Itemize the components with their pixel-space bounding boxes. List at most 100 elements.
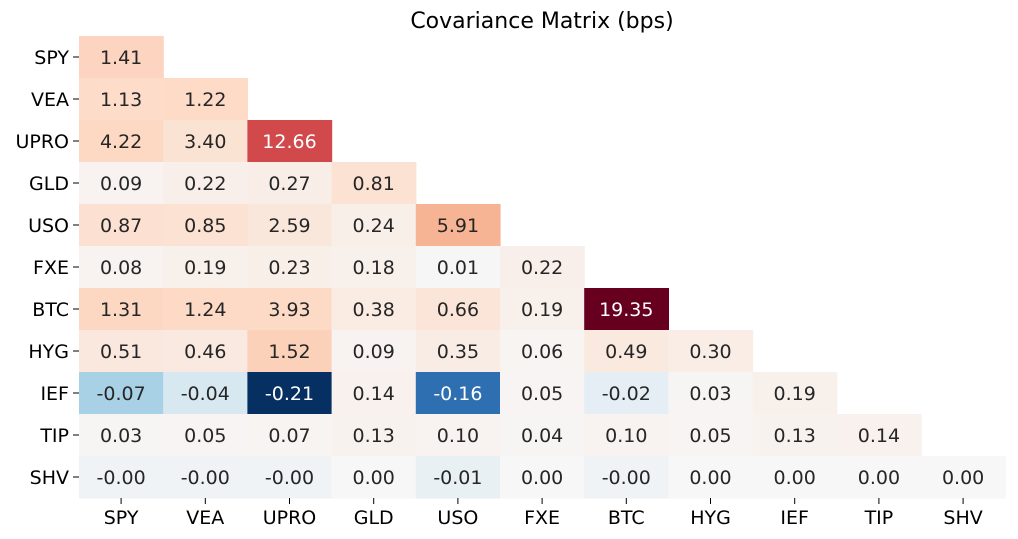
heatmap-cell-hyg-spy <box>79 330 164 373</box>
heatmap-cell-btc-gld <box>331 288 417 331</box>
cell-value-ief-upro: -0.21 <box>265 383 314 405</box>
heatmap-cell-ief-spy <box>79 372 164 415</box>
y-tick-label-vea: VEA <box>31 89 69 111</box>
heatmap-cell-btc-fxe <box>500 288 585 331</box>
cell-value-btc-btc: 19.35 <box>599 299 653 321</box>
cell-value-ief-spy: -0.07 <box>97 383 146 405</box>
cell-value-hyg-gld: 0.09 <box>353 341 395 363</box>
y-tick-label-ief: IEF <box>40 383 69 405</box>
cell-value-shv-tip: 0.00 <box>858 467 900 489</box>
heatmap-cell-btc-spy <box>79 288 164 331</box>
cell-value-ief-gld: 0.14 <box>353 383 395 405</box>
cell-value-ief-uso: -0.16 <box>433 383 482 405</box>
heatmap-cell-shv-tip <box>836 456 922 499</box>
heatmap-cell-hyg-btc <box>584 330 669 373</box>
heatmap-cell-gld-spy <box>79 162 164 205</box>
heatmap-cell-uso-upro <box>247 204 333 247</box>
cell-value-btc-upro: 3.93 <box>268 299 310 321</box>
heatmap-cell-gld-upro <box>247 162 333 205</box>
cell-value-ief-hyg: 0.03 <box>689 383 731 405</box>
cell-value-fxe-uso: 0.01 <box>437 257 479 279</box>
cell-value-tip-gld: 0.13 <box>353 425 395 447</box>
heatmap-cell-fxe-gld <box>331 246 417 289</box>
heatmap-cell-shv-ief <box>752 456 838 499</box>
heatmap-cell-shv-fxe <box>500 456 585 499</box>
heatmap-cell-uso-spy <box>79 204 164 247</box>
x-tick-label-tip: TIP <box>864 507 894 529</box>
heatmap-cell-upro-spy <box>79 120 164 163</box>
heatmap-cell-ief-gld <box>331 372 417 415</box>
cell-value-ief-btc: -0.02 <box>602 383 651 405</box>
cell-value-hyg-upro: 1.52 <box>268 341 310 363</box>
heatmap-cell-tip-upro <box>247 414 333 457</box>
heatmap-cell-hyg-fxe <box>500 330 585 373</box>
heatmap-cell-tip-spy <box>79 414 164 457</box>
heatmap-cell-tip-fxe <box>500 414 585 457</box>
x-tick-label-hyg: HYG <box>690 507 731 529</box>
cell-value-uso-gld: 0.24 <box>353 215 395 237</box>
cell-value-shv-upro: -0.00 <box>265 467 314 489</box>
heatmap-cell-hyg-upro <box>247 330 333 373</box>
heatmap-cell-shv-upro <box>247 456 333 499</box>
cell-value-shv-fxe: 0.00 <box>521 467 563 489</box>
heatmap-cell-fxe-fxe <box>500 246 585 289</box>
heatmap-cell-hyg-vea <box>163 330 248 373</box>
heatmap-cell-uso-vea <box>163 204 248 247</box>
cell-value-uso-uso: 5.91 <box>437 215 479 237</box>
heatmap-cell-btc-btc <box>584 288 669 331</box>
heatmap-cell-tip-ief <box>752 414 838 457</box>
cell-value-vea-vea: 1.22 <box>184 89 226 111</box>
heatmap-cell-shv-hyg <box>668 456 754 499</box>
heatmap-cell-shv-shv <box>921 456 1006 499</box>
heatmap-cell-shv-spy <box>79 456 164 499</box>
cell-value-btc-fxe: 0.19 <box>521 299 563 321</box>
cell-value-fxe-spy: 0.08 <box>100 257 142 279</box>
heatmap-cell-tip-vea <box>163 414 248 457</box>
heatmap-cell-ief-vea <box>163 372 248 415</box>
y-tick-label-tip: TIP <box>39 425 69 447</box>
cell-value-tip-vea: 0.05 <box>184 425 226 447</box>
x-axis: SPY VEA UPRO GLD USO FXE BTC HYG IEF TIP SHV <box>104 498 983 529</box>
x-tick-label-spy: SPY <box>104 507 139 529</box>
cell-value-tip-tip: 0.14 <box>858 425 900 447</box>
cell-value-shv-spy: -0.00 <box>97 467 146 489</box>
cell-value-upro-vea: 3.40 <box>184 131 226 153</box>
heatmap-cell-tip-hyg <box>668 414 754 457</box>
y-tick-label-gld: GLD <box>29 173 69 195</box>
cell-value-uso-spy: 0.87 <box>100 215 142 237</box>
cell-value-tip-spy: 0.03 <box>100 425 142 447</box>
cell-value-gld-gld: 0.81 <box>353 173 395 195</box>
heatmap-cell-hyg-gld <box>331 330 417 373</box>
x-tick-label-uso: USO <box>437 507 478 529</box>
heatmap-cell-ief-btc <box>584 372 669 415</box>
heatmap-cell-ief-hyg <box>668 372 754 415</box>
cell-value-shv-btc: -0.00 <box>602 467 651 489</box>
heatmap-cell-vea-vea <box>163 78 248 121</box>
heatmap-cell-ief-uso <box>415 372 501 415</box>
cell-value-hyg-fxe: 0.06 <box>521 341 563 363</box>
cell-value-tip-btc: 0.10 <box>605 425 647 447</box>
heatmap-cell-ief-upro <box>247 372 333 415</box>
cell-value-gld-vea: 0.22 <box>184 173 226 195</box>
heatmap-cell-btc-upro <box>247 288 333 331</box>
heatmap-cell-ief-fxe <box>500 372 585 415</box>
cell-value-tip-hyg: 0.05 <box>689 425 731 447</box>
y-tick-label-upro: UPRO <box>15 131 69 153</box>
cell-value-shv-gld: 0.00 <box>353 467 395 489</box>
heatmap-cell-ief-ief <box>752 372 838 415</box>
cell-value-shv-uso: -0.01 <box>433 467 482 489</box>
heatmap-cell-tip-uso <box>415 414 501 457</box>
cell-value-shv-hyg: 0.00 <box>689 467 731 489</box>
y-tick-label-fxe: FXE <box>33 257 69 279</box>
x-tick-label-upro: UPRO <box>263 507 317 529</box>
heatmap-cell-hyg-uso <box>415 330 501 373</box>
y-tick-label-uso: USO <box>28 215 69 237</box>
cell-value-upro-upro: 12.66 <box>262 131 316 153</box>
heatmap-cell-tip-tip <box>836 414 922 457</box>
cell-value-ief-vea: -0.04 <box>181 383 230 405</box>
heatmap-cell-fxe-upro <box>247 246 333 289</box>
heatmap-cell-uso-gld <box>331 204 417 247</box>
x-tick-label-ief: IEF <box>780 507 809 529</box>
cell-value-ief-ief: 0.19 <box>774 383 816 405</box>
y-tick-label-shv: SHV <box>30 467 69 489</box>
